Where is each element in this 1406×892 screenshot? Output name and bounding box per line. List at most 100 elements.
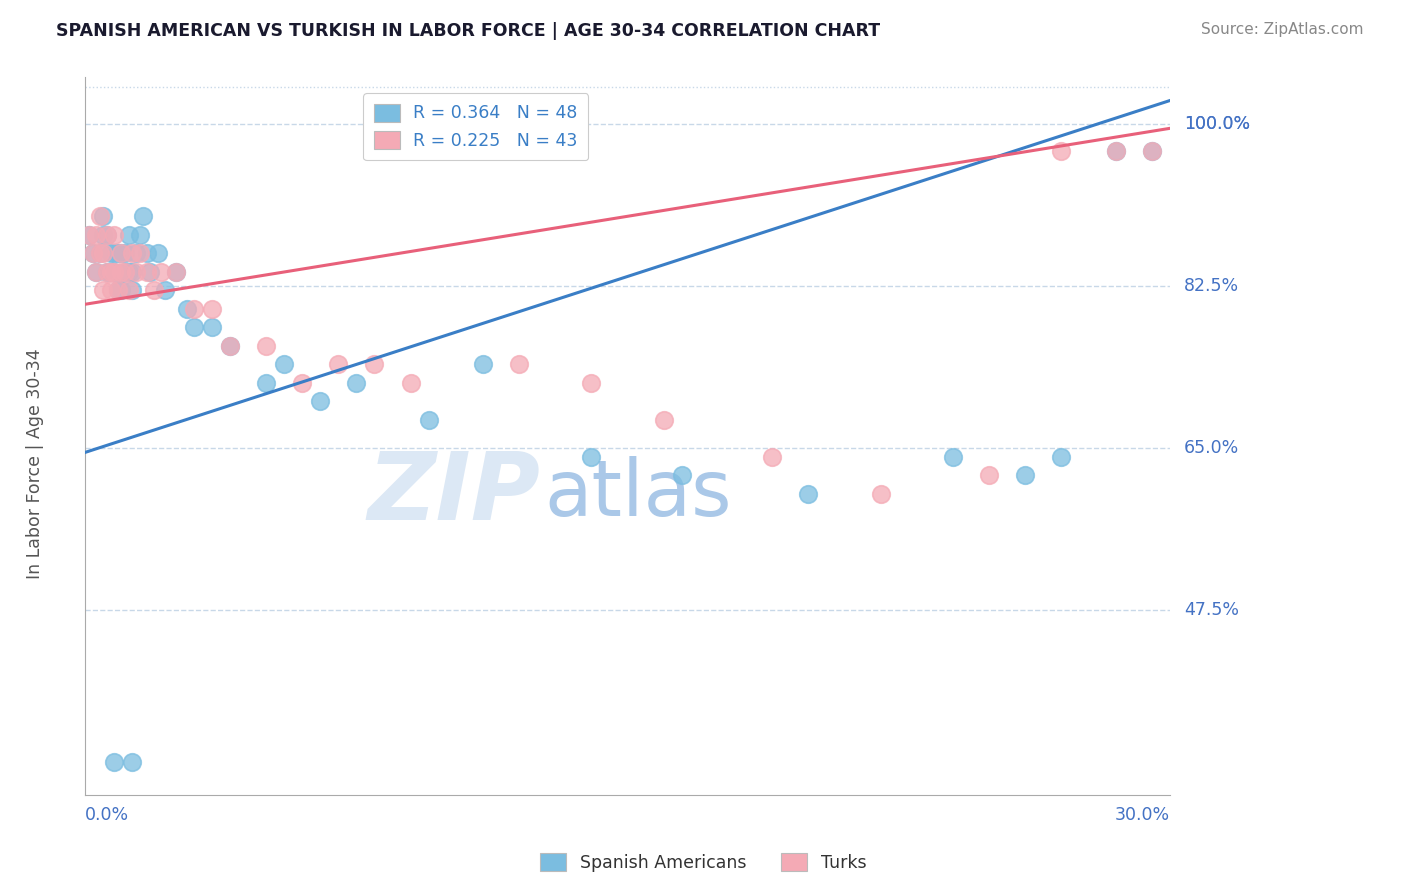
Point <box>118 265 141 279</box>
Point <box>114 265 136 279</box>
Point <box>1140 145 1163 159</box>
Point <box>291 376 314 390</box>
Point <box>82 246 104 260</box>
Point <box>254 339 277 353</box>
Point <box>219 339 242 353</box>
Text: SPANISH AMERICAN VS TURKISH IN LABOR FORCE | AGE 30-34 CORRELATION CHART: SPANISH AMERICAN VS TURKISH IN LABOR FOR… <box>56 22 880 40</box>
Point <box>118 227 141 242</box>
Point <box>110 284 132 298</box>
Point <box>581 450 603 464</box>
Text: ZIP: ZIP <box>368 448 541 540</box>
Point <box>100 246 122 260</box>
Point <box>418 413 440 427</box>
Point <box>1050 145 1073 159</box>
Point <box>942 450 965 464</box>
Text: atlas: atlas <box>544 456 733 532</box>
Point <box>363 358 385 372</box>
Point <box>165 265 187 279</box>
Point <box>128 227 150 242</box>
Point <box>103 246 125 260</box>
Point <box>96 265 118 279</box>
Point <box>103 265 125 279</box>
Text: Source: ZipAtlas.com: Source: ZipAtlas.com <box>1201 22 1364 37</box>
Point <box>89 246 111 260</box>
Point <box>84 265 107 279</box>
Point <box>254 376 277 390</box>
Point <box>183 320 205 334</box>
Point <box>146 246 169 260</box>
Point <box>121 756 143 770</box>
Point <box>96 227 118 242</box>
Point <box>107 246 129 260</box>
Point <box>84 265 107 279</box>
Point <box>139 265 162 279</box>
Point <box>201 320 224 334</box>
Point <box>121 265 143 279</box>
Text: 100.0%: 100.0% <box>1184 115 1250 133</box>
Point <box>652 413 675 427</box>
Point <box>110 265 132 279</box>
Point <box>508 358 530 372</box>
Point <box>1140 145 1163 159</box>
Point <box>183 301 205 316</box>
Point <box>103 265 125 279</box>
Point <box>110 246 132 260</box>
Point <box>128 246 150 260</box>
Point <box>110 246 132 260</box>
Point <box>100 284 122 298</box>
Point <box>84 227 107 242</box>
Point <box>77 227 100 242</box>
Text: 100.0%: 100.0% <box>1184 115 1250 133</box>
Point <box>135 246 157 260</box>
Point <box>1104 145 1126 159</box>
Text: 47.5%: 47.5% <box>1184 600 1239 619</box>
Point <box>219 339 242 353</box>
Point <box>100 265 122 279</box>
Point <box>273 358 295 372</box>
Point <box>114 246 136 260</box>
Point <box>581 376 603 390</box>
Point <box>121 246 143 260</box>
Point <box>125 265 148 279</box>
Point <box>96 227 118 242</box>
Point <box>77 227 100 242</box>
Point <box>89 246 111 260</box>
Point <box>761 450 783 464</box>
Point <box>103 756 125 770</box>
Point <box>176 301 198 316</box>
Point <box>121 284 143 298</box>
Point <box>100 265 122 279</box>
Point <box>82 246 104 260</box>
Point <box>1050 450 1073 464</box>
Point <box>135 265 157 279</box>
Point <box>309 394 332 409</box>
Point <box>93 246 115 260</box>
Point <box>1014 468 1036 483</box>
Legend: Spanish Americans, Turks: Spanish Americans, Turks <box>533 847 873 879</box>
Point <box>1104 145 1126 159</box>
Point <box>132 209 155 223</box>
Point <box>118 284 141 298</box>
Point <box>107 284 129 298</box>
Text: 82.5%: 82.5% <box>1184 277 1239 294</box>
Point <box>153 284 176 298</box>
Point <box>165 265 187 279</box>
Point <box>107 284 129 298</box>
Point <box>797 487 820 501</box>
Legend: R = 0.364   N = 48, R = 0.225   N = 43: R = 0.364 N = 48, R = 0.225 N = 43 <box>363 94 588 161</box>
Point <box>471 358 494 372</box>
Point <box>201 301 224 316</box>
Point <box>143 284 166 298</box>
Text: 30.0%: 30.0% <box>1115 806 1170 824</box>
Text: 65.0%: 65.0% <box>1184 439 1240 457</box>
Point <box>869 487 891 501</box>
Point <box>977 468 1000 483</box>
Point <box>103 227 125 242</box>
Point <box>125 246 148 260</box>
Point <box>114 265 136 279</box>
Point <box>93 227 115 242</box>
Point <box>96 265 118 279</box>
Point <box>93 284 115 298</box>
Text: 0.0%: 0.0% <box>86 806 129 824</box>
Point <box>150 265 173 279</box>
